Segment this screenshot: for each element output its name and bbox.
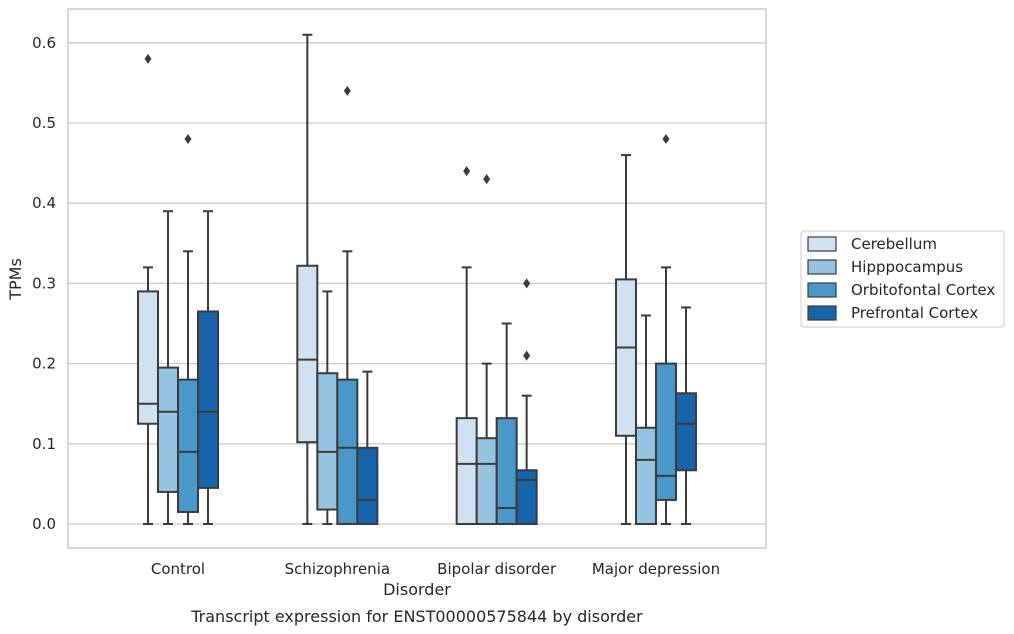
legend-label: Orbitofontal Cortex — [851, 281, 995, 299]
iqr-box — [137, 290, 159, 425]
legend-swatch — [807, 282, 837, 298]
outlier-point — [463, 166, 471, 177]
iqr-box — [614, 278, 637, 437]
legend: Cerebellum Hipppocampus Orbitofontal Corte… — [800, 230, 1005, 328]
legend-swatch — [807, 236, 837, 252]
box-hipppocampus — [475, 174, 498, 526]
y-tick-label: 0.6 — [32, 34, 56, 52]
outlier-point — [523, 350, 531, 361]
outlier-point — [343, 85, 351, 96]
iqr-box — [654, 362, 677, 501]
box-prefrontal-cortex — [515, 278, 538, 525]
x-tick-label: Schizophrenia — [285, 560, 390, 578]
legend-swatch — [807, 259, 837, 275]
box-prefrontal-cortex — [197, 210, 219, 525]
x-tick-label: Control — [151, 560, 205, 578]
box-orbitofontal-cortex — [336, 85, 359, 526]
y-tick-label: 0.0 — [32, 515, 56, 533]
iqr-box — [634, 426, 657, 526]
plot-area-frame — [67, 8, 767, 549]
y-tick-label: 0.2 — [32, 355, 56, 373]
box-hipppocampus — [316, 290, 339, 525]
y-axis-ticks: 0.0 0.1 0.2 0.3 0.4 0.5 0.6 — [32, 34, 56, 533]
iqr-box — [455, 417, 478, 525]
iqr-box — [674, 392, 697, 472]
chart-caption: Transcript expression for ENST0000057584… — [190, 607, 643, 626]
iqr-box — [475, 437, 498, 526]
iqr-box — [316, 372, 339, 511]
iqr-box — [515, 469, 538, 525]
iqr-box — [177, 378, 199, 513]
box-cerebellum — [296, 33, 319, 525]
box-cerebellum — [614, 154, 637, 525]
iqr-box — [197, 310, 219, 489]
legend-swatch — [807, 305, 837, 321]
y-tick-label: 0.5 — [32, 114, 56, 132]
iqr-box — [157, 366, 179, 493]
x-axis-ticks: Control Schizophrenia Bipolar disorder Majo… — [151, 560, 720, 578]
outlier-point — [662, 134, 670, 145]
y-tick-label: 0.3 — [32, 274, 56, 292]
legend-frame — [800, 230, 1005, 328]
box-hipppocampus — [634, 314, 657, 526]
y-tick-label: 0.1 — [32, 435, 56, 453]
box-orbitofontal-cortex — [495, 322, 518, 525]
box-prefrontal-cortex — [356, 370, 379, 525]
outlier-point — [483, 174, 491, 185]
y-tick-label: 0.4 — [32, 194, 56, 212]
legend-label: Cerebellum — [851, 235, 937, 253]
box-orbitofontal-cortex — [654, 134, 677, 525]
x-tick-label: Major depression — [592, 560, 720, 578]
box-cerebellum — [137, 53, 159, 525]
outlier-point — [523, 278, 531, 289]
y-axis-title: TPMs — [6, 258, 25, 301]
boxes — [137, 33, 697, 526]
box-orbitofontal-cortex — [177, 134, 199, 525]
outlier-point — [144, 53, 152, 64]
x-axis-title: Disorder — [383, 580, 451, 599]
box-cerebellum — [455, 166, 478, 525]
iqr-box — [336, 378, 359, 526]
legend-label: Prefrontal Cortex — [851, 304, 978, 322]
box-prefrontal-cortex — [674, 306, 697, 525]
outlier-point — [184, 134, 192, 145]
legend-label: Hipppocampus — [851, 258, 963, 276]
iqr-box — [356, 446, 379, 525]
iqr-box — [296, 264, 319, 444]
box-hipppocampus — [157, 210, 179, 525]
x-tick-label: Bipolar disorder — [437, 560, 557, 578]
